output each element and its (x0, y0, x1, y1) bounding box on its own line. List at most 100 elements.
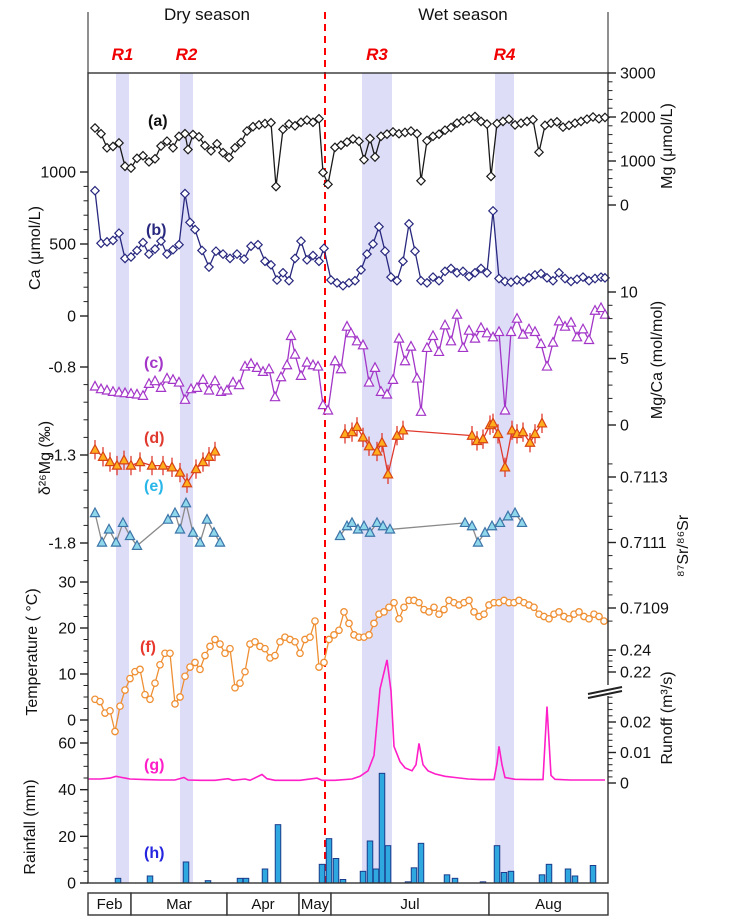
marker-diamond (229, 142, 241, 153)
bar (417, 842, 425, 884)
marker-triangle (492, 427, 504, 439)
marker-triangle (194, 536, 206, 547)
marker-triangle (541, 360, 553, 371)
marker-diamond (193, 131, 205, 142)
marker-triangle (322, 404, 334, 415)
marker-circle (425, 608, 433, 616)
marker-circle (545, 614, 553, 623)
marker-triangle (371, 516, 383, 528)
marker-triangle (475, 321, 487, 333)
marker-diamond (107, 141, 119, 152)
marker-diamond (503, 114, 515, 125)
marker-triangle (459, 516, 471, 528)
marker-diamond (259, 256, 271, 267)
marker-diamond (577, 272, 589, 283)
marker-circle (201, 651, 209, 660)
marker-triangle (547, 336, 559, 347)
marker-circle (276, 637, 284, 646)
marker-circle (365, 631, 373, 639)
bar (146, 875, 154, 884)
marker-diamond (349, 275, 361, 286)
marker-diamond (481, 267, 493, 278)
marker-circle (440, 605, 448, 614)
marker-diamond (289, 120, 301, 131)
marker-triangle (358, 519, 370, 531)
marker-diamond (196, 245, 208, 256)
tick-label-ca: 1000 (40, 165, 76, 182)
series-h (114, 772, 597, 884)
marker-diamond (358, 154, 370, 165)
marker-diamond (289, 253, 301, 264)
event-label-r2: R2 (176, 45, 198, 64)
marker-circle (575, 608, 583, 616)
series-line-g (88, 659, 605, 782)
marker-triangle (553, 314, 565, 326)
tick-label-mg: 2000 (620, 110, 656, 127)
marker-triangle (173, 376, 185, 387)
marker-diamond (553, 267, 565, 278)
marker-triangle (411, 372, 423, 383)
axis-title-sr: ⁸⁷Sr/⁸⁶Sr (675, 514, 692, 578)
marker-diamond (265, 259, 277, 270)
marker-triangle (376, 436, 388, 447)
marker-triangle (505, 325, 517, 337)
marker-triangle (174, 466, 186, 477)
bar (500, 872, 508, 884)
marker-triangle (433, 345, 445, 357)
marker-triangle (486, 519, 498, 531)
marker-circle (330, 631, 338, 639)
marker-circle (530, 603, 538, 612)
marker-triangle (301, 356, 313, 367)
marker-triangle (334, 529, 346, 541)
marker-diamond (217, 249, 229, 260)
marker-diamond (313, 113, 325, 124)
marker-diamond (245, 241, 257, 252)
marker-circle (186, 663, 194, 671)
series-f (91, 596, 608, 736)
axis-break-mark (587, 686, 623, 695)
tick-label-dmg: -1.3 (48, 448, 76, 465)
marker-diamond (173, 239, 185, 250)
marker-triangle (312, 360, 324, 371)
marker-diamond (125, 162, 137, 174)
marker-triangle (523, 322, 535, 334)
bar (359, 870, 367, 884)
panel-label-d: (d) (144, 430, 164, 447)
marker-triangle (445, 334, 457, 346)
marker-diamond (463, 271, 475, 282)
marker-diamond (149, 153, 161, 164)
marker-diamond (119, 161, 131, 172)
series-line-a (94, 115, 606, 187)
marker-diamond (361, 249, 373, 260)
marker-circle (191, 658, 199, 667)
marker-diamond (331, 277, 343, 288)
marker-triangle (89, 380, 101, 391)
axis-title-d26mg: δ²⁶Mg (‰) (37, 420, 54, 496)
marker-diamond (369, 151, 381, 163)
marker-triangle (111, 459, 123, 470)
marker-circle (216, 640, 224, 648)
marker-triangle (263, 362, 275, 374)
tick-label-sr: 0.7113 (620, 470, 668, 487)
marker-diamond (415, 175, 427, 186)
marker-diamond (322, 179, 334, 190)
marker-circle (166, 649, 174, 658)
marker-triangle (214, 536, 226, 547)
axis-runoff: 0.24 0.22 0.02 0.01 0 (587, 643, 651, 793)
tick-label-runoff: 0.22 (620, 665, 651, 682)
marker-triangle (357, 338, 369, 350)
marker-diamond (167, 244, 179, 255)
tick-label-mg: 0 (620, 198, 629, 215)
marker-triangle (421, 341, 433, 353)
marker-circle (370, 619, 378, 628)
marker-diamond (427, 272, 439, 283)
panel-label-e: (e) (144, 478, 164, 495)
marker-triangle (487, 417, 499, 428)
marker-triangle (439, 318, 451, 330)
bar (493, 845, 501, 884)
marker-diamond (307, 250, 319, 261)
marker-triangle (494, 516, 506, 528)
marker-triangle (269, 390, 281, 402)
tick-label-temp: 0 (67, 713, 76, 730)
marker-triangle (89, 443, 101, 454)
